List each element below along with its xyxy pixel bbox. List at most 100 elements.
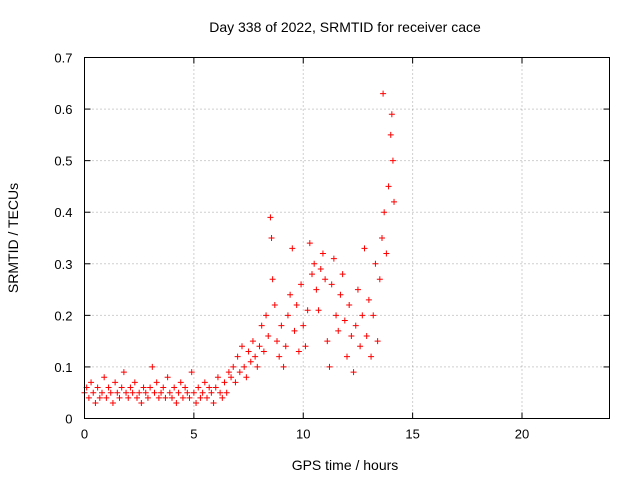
data-point [99,389,105,396]
data-point [173,400,180,407]
data-point [372,260,379,267]
data-point [335,327,342,334]
data-point [208,389,215,396]
data-point [112,379,119,386]
data-point [149,363,156,370]
data-point [258,322,265,329]
data-point [245,348,252,355]
data-point [352,322,359,329]
data-point [190,389,197,396]
data-point [391,198,398,205]
data-point [368,353,375,360]
data-point [389,157,396,164]
data-point [315,307,322,314]
y-tick-label: 0.1 [54,360,72,375]
data-point [204,394,210,401]
data-point [346,302,353,309]
data-point [313,286,320,293]
chart-title: Day 338 of 2022, SRMTID for receiver cac… [209,19,481,35]
data-point [348,332,355,339]
data-point [383,250,390,257]
data-point [225,369,232,376]
data-point [330,255,337,262]
data-points [81,90,398,407]
data-point [136,389,143,396]
data-point [287,291,294,298]
data-point [131,379,138,386]
data-point [151,389,158,396]
data-point [92,400,99,407]
data-point [298,281,305,288]
data-point [350,369,357,376]
data-point [317,265,324,272]
data-point [177,379,184,386]
grid [84,57,610,419]
data-point [263,312,270,319]
data-point [129,389,136,396]
data-point [94,384,101,391]
data-point [103,394,110,401]
data-point [147,384,154,391]
data-point [284,312,291,319]
data-point [120,369,127,376]
data-point [164,374,171,381]
data-point [228,374,235,381]
data-point [217,389,224,396]
data-point [265,332,272,339]
data-point [337,291,344,298]
data-point [85,394,92,401]
data-point [127,384,134,391]
data-point [101,374,108,381]
data-point [160,384,167,391]
data-point [223,389,230,396]
y-tick-label: 0.6 [54,102,72,117]
data-point [385,183,392,190]
data-point [123,389,130,396]
data-point [153,379,160,386]
data-point [155,394,162,401]
data-point [357,343,364,350]
y-tick-label: 0.3 [54,257,72,272]
x-tick-label: 10 [296,427,310,442]
data-point [387,131,394,138]
data-point [195,384,202,391]
data-point [374,338,381,345]
data-point [125,394,132,401]
data-point [214,374,221,381]
x-tick-label: 20 [515,427,529,442]
data-point [169,394,175,401]
data-point [105,384,112,391]
data-point [199,389,206,396]
x-tick-label: 5 [190,427,197,442]
data-point [184,389,191,396]
data-point [339,271,346,278]
data-point [247,358,254,365]
data-point [88,379,95,386]
plot-frame [84,57,610,419]
data-point [230,363,237,370]
data-point [302,343,309,350]
data-point [322,276,329,283]
data-point [234,353,241,360]
data-point [221,379,228,386]
y-tick-label: 0.4 [54,205,72,220]
data-point [175,389,182,396]
data-point [306,240,313,247]
data-point [260,348,267,355]
data-point [90,389,97,396]
data-point [252,353,259,360]
data-point [118,384,125,391]
data-point [269,276,276,283]
data-point [282,343,289,350]
data-point [107,389,114,396]
data-point [188,369,195,376]
data-point [291,327,298,334]
data-point [210,400,217,407]
data-point [166,389,173,396]
data-point [326,363,333,370]
y-tick-label: 0.5 [54,154,72,169]
data-point [243,374,250,381]
data-point [293,302,300,309]
data-point [138,400,145,407]
